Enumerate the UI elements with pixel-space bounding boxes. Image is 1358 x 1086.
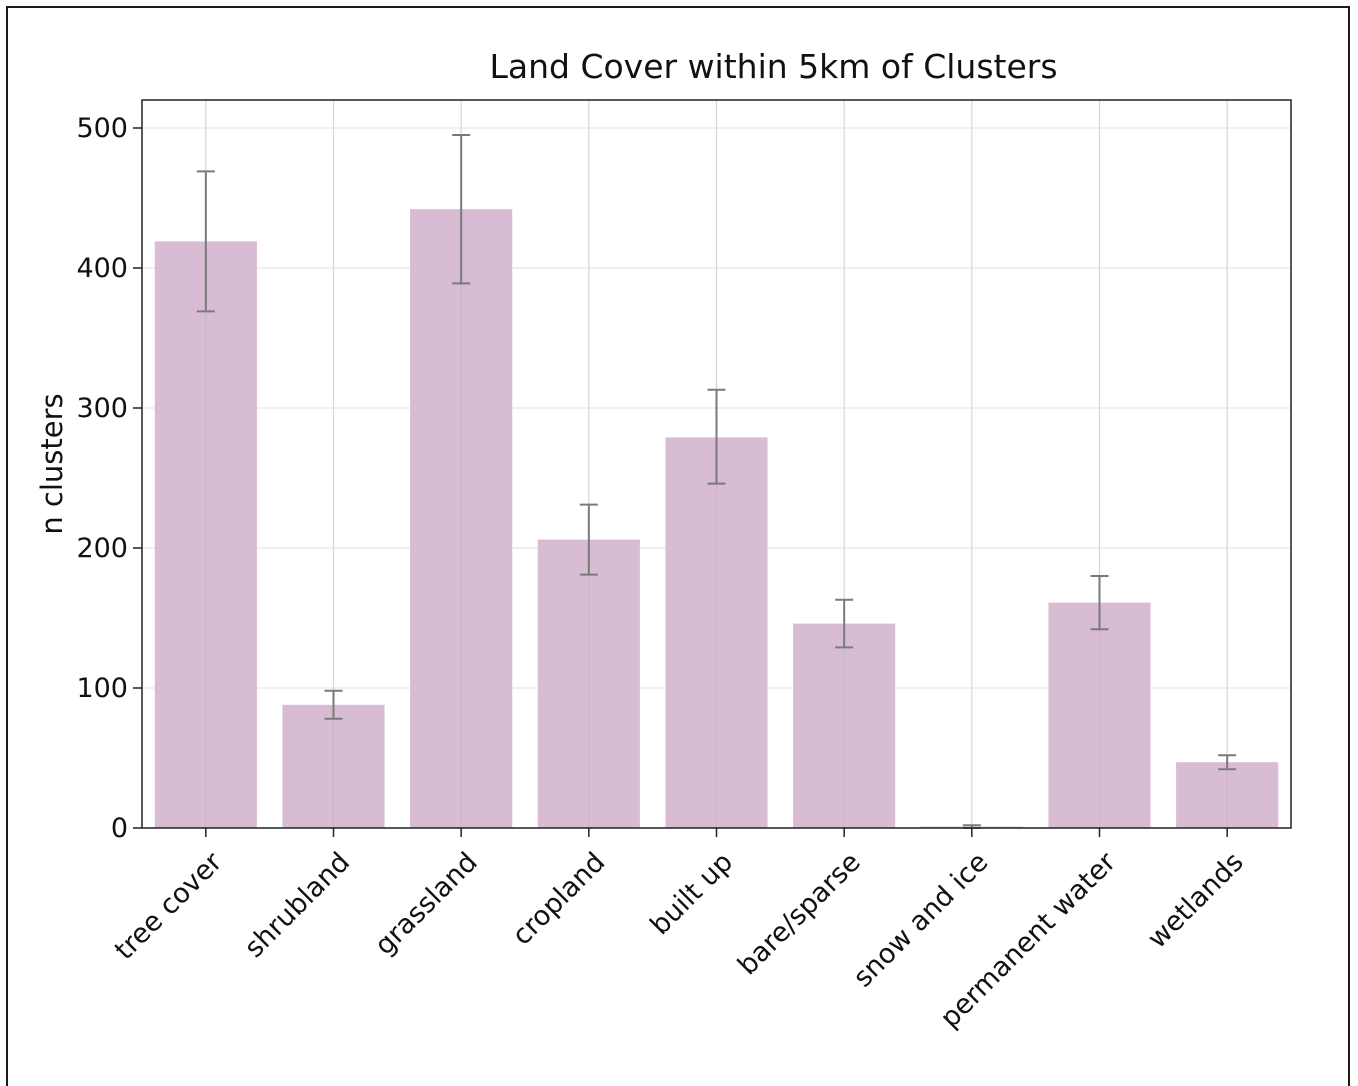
x-tick-label: cropland xyxy=(506,847,611,952)
y-tick-label: 500 xyxy=(76,113,128,144)
x-tick-label: built up xyxy=(644,847,739,942)
y-tick-label: 0 xyxy=(111,813,128,844)
y-axis-ticks: 0 100 200 300 400 500 xyxy=(76,113,142,844)
chart-title: Land Cover within 5km of Clusters xyxy=(489,47,1057,86)
y-tick-label: 200 xyxy=(76,533,128,564)
bar-grassland xyxy=(410,209,513,828)
y-axis-label: n clusters xyxy=(35,393,69,534)
x-tick-label: grassland xyxy=(369,847,484,962)
bar-permanent-water xyxy=(1048,602,1151,828)
bars xyxy=(154,100,1279,828)
bar-cropland xyxy=(537,539,640,828)
bar-bare-sparse xyxy=(793,623,896,828)
bar-built-up xyxy=(665,437,768,828)
x-axis-ticks: tree cover shrubland grassland cropland buil… xyxy=(109,828,1250,1034)
x-tick-label: tree cover xyxy=(109,846,229,966)
bar-tree-cover xyxy=(154,241,257,828)
figure-frame xyxy=(6,6,1350,1086)
bar-shrubland xyxy=(282,704,385,828)
y-tick-label: 100 xyxy=(76,673,128,704)
y-tick-label: 400 xyxy=(76,253,128,284)
x-tick-label: snow and ice xyxy=(847,847,994,994)
x-tick-label: shrubland xyxy=(239,847,356,964)
bar-wetlands xyxy=(1176,762,1279,828)
x-tick-label: wetlands xyxy=(1142,847,1250,955)
x-tick-label: bare/sparse xyxy=(732,847,867,982)
y-tick-label: 300 xyxy=(76,393,128,424)
